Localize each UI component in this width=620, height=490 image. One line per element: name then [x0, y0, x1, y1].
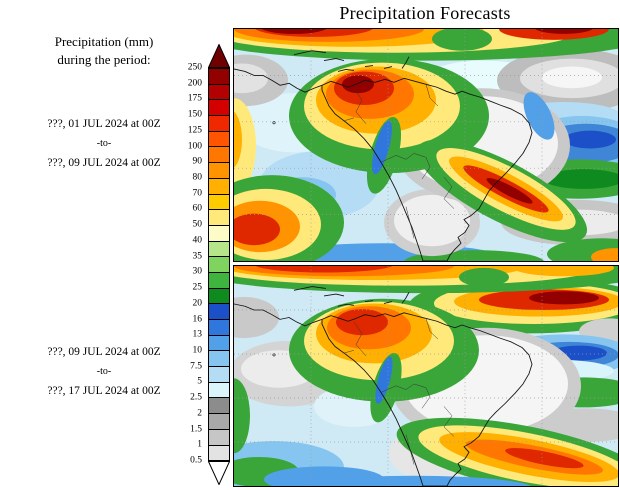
colorbar-label: 125 — [187, 125, 202, 136]
colorbar-label: 7.5 — [190, 360, 202, 371]
colorbar-label: 16 — [192, 313, 203, 324]
colorbar-label: 2 — [197, 408, 202, 419]
colorbar-segment — [209, 116, 229, 132]
colorbar-segment — [209, 335, 229, 352]
colorbar-label: 200 — [187, 77, 202, 88]
colorbar-segment — [209, 194, 229, 211]
colorbar-label: 175 — [187, 93, 202, 104]
colorbar-label: 20 — [192, 298, 203, 309]
colorbar-segment — [209, 398, 229, 415]
colorbar-label: 100 — [187, 140, 202, 151]
colorbar-segment — [209, 84, 229, 101]
colorbar-segment — [209, 100, 229, 117]
colorbar-label: 1 — [197, 439, 202, 450]
colorbar-segment — [209, 163, 229, 179]
colorbar-segment — [209, 414, 229, 430]
map-forecast-period-1 — [233, 28, 619, 262]
colorbar-segment — [209, 382, 229, 399]
colorbar-label: 150 — [187, 109, 202, 120]
colorbar-label: 10 — [192, 345, 203, 356]
period-1-dates: ???, 01 JUL 2024 at 00Z -to- ???, 09 JUL… — [8, 118, 200, 177]
colorbar-label: 30 — [192, 266, 203, 277]
colorbar-segment — [209, 178, 229, 195]
colorbar-segment — [209, 351, 229, 368]
colorbar-label: 0.5 — [190, 455, 202, 466]
legend-heading-line1: Precipitation (mm) — [54, 34, 154, 49]
period-1-end-date: ???, 09 JUL 2024 at 00Z — [47, 157, 161, 169]
colorbar-segment — [209, 69, 229, 85]
page-title: Precipitation Forecasts — [339, 3, 511, 23]
period-2-to-label: -to- — [96, 366, 112, 377]
colorbar-segment — [209, 304, 229, 320]
colorbar-label: 60 — [192, 203, 203, 214]
colorbar-label: 70 — [192, 188, 203, 198]
period-2-start-date: ???, 09 JUL 2024 at 00Z — [47, 346, 161, 358]
legend-heading: Precipitation (mm) during the period: — [8, 33, 200, 69]
colorbar-above-max-arrow — [208, 44, 230, 68]
colorbar-label: 1.5 — [190, 423, 202, 434]
colorbar-below-min-arrow — [208, 461, 230, 485]
colorbar-label: 35 — [192, 250, 203, 261]
colorbar-label: 5 — [197, 376, 202, 387]
colorbar-segment — [209, 210, 229, 226]
legend-heading-line2: during the period: — [57, 52, 151, 68]
colorbar-label: 13 — [192, 329, 203, 340]
period-2-end-date: ???, 17 JUL 2024 at 00Z — [47, 385, 161, 397]
colorbar-label: 40 — [192, 235, 203, 246]
period-1-to-label: -to- — [96, 138, 112, 149]
colorbar-segment — [209, 147, 229, 164]
colorbar-segment — [209, 257, 229, 273]
colorbar-label: 90 — [192, 156, 203, 167]
colorbar: 250 200 175 150 125 100 90 80 70 60 50 40 35 30 25 20 16… — [164, 44, 234, 486]
map-forecast-period-2-graphic — [234, 266, 618, 486]
colorbar-segment — [209, 225, 229, 242]
colorbar-segment — [209, 288, 229, 305]
colorbar-segment — [209, 131, 229, 148]
colorbar-label: 50 — [192, 219, 203, 230]
colorbar-label: 25 — [192, 282, 203, 293]
colorbar-labels: 250 200 175 150 125 100 90 80 70 60 50 40 35 30 25 20 16… — [164, 63, 205, 465]
colorbar-label: 2.5 — [190, 392, 202, 403]
colorbar-segment — [209, 320, 229, 336]
colorbar-label: 80 — [192, 172, 203, 183]
map-forecast-period-1-graphic — [234, 29, 618, 261]
period-1-start-date: ???, 01 JUL 2024 at 00Z — [47, 118, 161, 130]
colorbar-segments — [208, 68, 230, 461]
colorbar-segment — [209, 429, 229, 446]
colorbar-label: 250 — [187, 62, 202, 73]
colorbar-segment — [209, 241, 229, 258]
period-2-dates: ???, 09 JUL 2024 at 00Z -to- ???, 17 JUL… — [8, 346, 200, 405]
colorbar-segment — [209, 272, 229, 289]
map-forecast-period-2 — [233, 265, 619, 487]
colorbar-segment — [209, 367, 229, 383]
colorbar-segment — [209, 445, 229, 461]
